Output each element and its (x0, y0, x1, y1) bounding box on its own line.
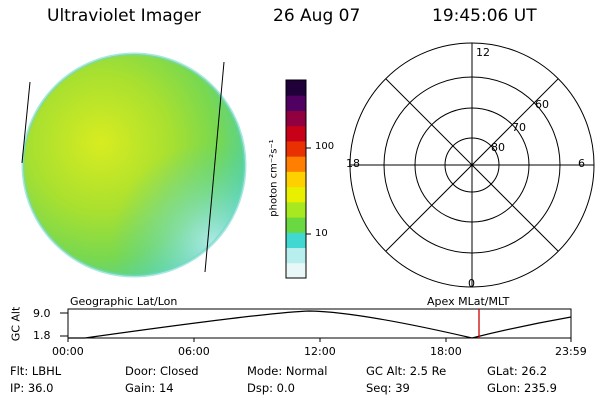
timeline-xtick: 23:59 (555, 345, 587, 358)
colorbar-segment (286, 217, 306, 233)
colorbar-tick-10: 10 (315, 228, 328, 239)
date-label: 26 Aug 07 (273, 6, 361, 26)
timeline-xtick: 00:00 (52, 345, 84, 358)
colorbar-segment (286, 110, 306, 127)
ip-info: IP: 36.0 (10, 381, 54, 395)
glon-info: GLon: 235.9 (487, 381, 557, 395)
colorbar-segment (286, 125, 306, 142)
timeline-xtick: 06:00 (178, 345, 210, 358)
door-info: Door: Closed (125, 364, 199, 378)
filter-info: Flt: LBHL (10, 364, 62, 378)
polar-label-18: 18 (346, 157, 360, 170)
colorbar-segment (286, 156, 306, 172)
timeline-plot (60, 308, 572, 342)
colorbar-segment (286, 140, 306, 157)
colorbar-segment (286, 247, 306, 264)
polar-label-80: 80 (491, 141, 505, 154)
colorbar-segment (286, 171, 306, 188)
mode-info: Mode: Normal (247, 364, 328, 378)
timeline-xtick: 18:00 (430, 345, 462, 358)
time-label: 19:45:06 UT (432, 6, 537, 26)
polar-label-60: 60 (535, 98, 549, 111)
polar-label-6: 6 (578, 157, 585, 170)
instrument-title: Ultraviolet Imager (47, 6, 201, 26)
timeline-ytick-top: 9.0 (33, 307, 51, 320)
dsp-info: Dsp: 0.0 (247, 381, 295, 395)
polar-label-12: 12 (476, 46, 490, 59)
gain-info: Gain: 14 (125, 381, 174, 395)
terminator-line-right (204, 61, 225, 273)
colorbar-segment (286, 201, 306, 218)
glat-info: GLat: 26.2 (487, 364, 548, 378)
colorbar-tick-100: 100 (315, 141, 335, 152)
timeline-left-label: Geographic Lat/Lon (70, 295, 178, 308)
colorbar-segment (286, 232, 306, 249)
timeline-right-label: Apex MLat/MLT (427, 295, 510, 308)
colorbar (285, 79, 311, 279)
polar-plot (349, 42, 595, 288)
colorbar-segment (286, 95, 306, 111)
colorbar-segment (286, 186, 306, 203)
terminator-line-left (21, 81, 31, 164)
colorbar-unit-label: photon cm⁻²s⁻¹ (268, 139, 280, 217)
timeline-axis-label: GC Alt (9, 306, 23, 342)
gc-alt-info: GC Alt: 2.5 Re (366, 364, 447, 378)
seq-info: Seq: 39 (366, 381, 410, 395)
colorbar-segment (286, 262, 306, 279)
polar-label-70: 70 (512, 121, 526, 134)
colorbar-segment (286, 80, 306, 96)
timeline-xtick: 12:00 (304, 345, 336, 358)
timeline-ytick-bottom: 1.8 (33, 329, 51, 342)
uv-image (21, 52, 247, 278)
polar-label-0: 0 (468, 277, 475, 290)
